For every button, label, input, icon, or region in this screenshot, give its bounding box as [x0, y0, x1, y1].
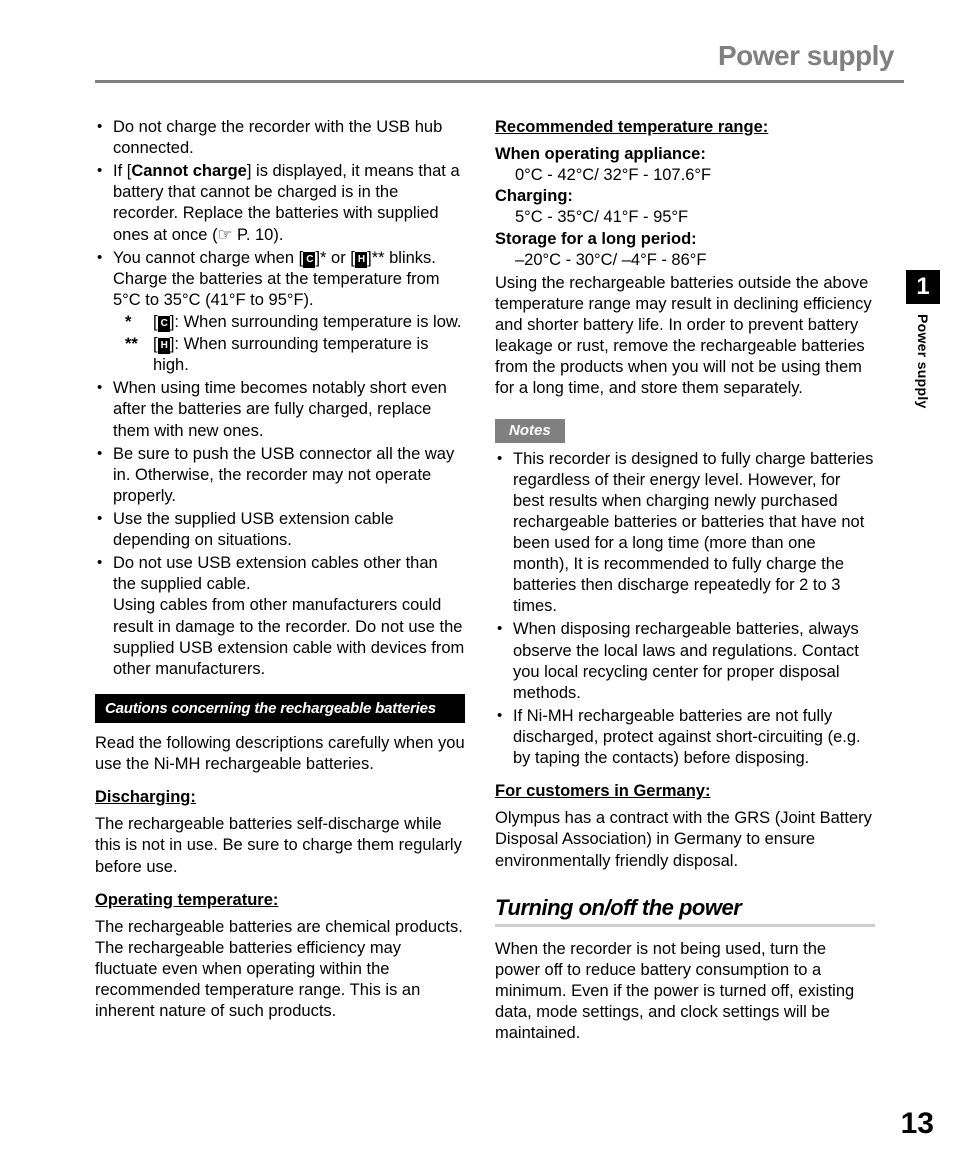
germany-text: Olympus has a contract with the GRS (Joi…	[495, 808, 875, 871]
list-item-text: You cannot charge when [C]* or [H]** bli…	[113, 249, 440, 309]
page-number: 13	[901, 1107, 934, 1141]
right-column: Recommended temperature range: When oper…	[495, 117, 875, 1054]
sub-item-text: [H]: When surrounding temperature is hig…	[153, 335, 428, 374]
operating-value: 0°C - 42°C/ 32°F - 107.6°F	[495, 165, 875, 186]
list-item: Be sure to push the USB connector all th…	[95, 444, 465, 507]
list-item: If Ni-MH rechargeable batteries are not …	[495, 706, 875, 769]
header-rule	[95, 80, 904, 83]
list-item: You cannot charge when [C]* or [H]** bli…	[95, 248, 465, 377]
rec-temp-text: Using the rechargeable batteries outside…	[495, 273, 875, 400]
list-item: If [Cannot charge] is displayed, it mean…	[95, 161, 465, 245]
sub-item: **[H]: When surrounding temperature is h…	[125, 334, 465, 376]
notes-list: This recorder is designed to fully charg…	[495, 449, 875, 770]
content-columns: Do not charge the recorder with the USB …	[95, 117, 904, 1054]
turning-power-text: When the recorder is not being used, tur…	[495, 939, 875, 1045]
discharging-heading: Discharging:	[95, 787, 465, 808]
battery-hot-icon: H	[355, 252, 367, 268]
left-column: Do not charge the recorder with the USB …	[95, 117, 465, 1054]
chapter-number-badge: 1	[906, 270, 940, 304]
temp-sublist: *[C]: When surrounding temperature is lo…	[113, 312, 465, 376]
page-title: Power supply	[95, 40, 904, 72]
storage-label: Storage for a long period:	[495, 229, 875, 250]
left-bullet-list: Do not charge the recorder with the USB …	[95, 117, 465, 680]
sub-item-text: [C]: When surrounding temperature is low…	[153, 313, 461, 331]
list-item: Use the supplied USB extension cable dep…	[95, 509, 465, 551]
charging-label: Charging:	[495, 186, 875, 207]
chapter-side-label: Power supply	[915, 314, 931, 409]
turning-power-heading: Turning on/off the power	[495, 894, 875, 927]
notes-label: Notes	[495, 419, 565, 442]
chapter-tab: 1 Power supply	[906, 270, 940, 409]
list-item: When disposing rechargeable batteries, a…	[495, 619, 875, 703]
list-item: When using time becomes notably short ev…	[95, 378, 465, 441]
operating-temp-text: The rechargeable batteries are chemical …	[95, 917, 465, 1023]
page-header: Power supply	[95, 40, 904, 83]
cautions-intro: Read the following descriptions carefull…	[95, 733, 465, 775]
list-item: This recorder is designed to fully charg…	[495, 449, 875, 618]
list-item: Do not use USB extension cables other th…	[95, 553, 465, 680]
storage-value: –20°C - 30°C/ –4°F - 86°F	[495, 250, 875, 271]
operating-temp-heading: Operating temperature:	[95, 890, 465, 911]
list-item: Do not charge the recorder with the USB …	[95, 117, 465, 159]
rec-temp-heading: Recommended temperature range:	[495, 117, 875, 138]
battery-cold-icon: C	[303, 252, 315, 268]
cautions-heading-bar: Cautions concerning the rechargeable bat…	[95, 694, 465, 723]
battery-hot-icon: H	[158, 338, 170, 354]
sub-item: *[C]: When surrounding temperature is lo…	[125, 312, 465, 333]
discharging-text: The rechargeable batteries self-discharg…	[95, 814, 465, 877]
operating-label: When operating appliance:	[495, 144, 875, 165]
battery-cold-icon: C	[158, 316, 170, 332]
germany-heading: For customers in Germany:	[495, 781, 875, 802]
charging-value: 5°C - 35°C/ 41°F - 95°F	[495, 207, 875, 228]
